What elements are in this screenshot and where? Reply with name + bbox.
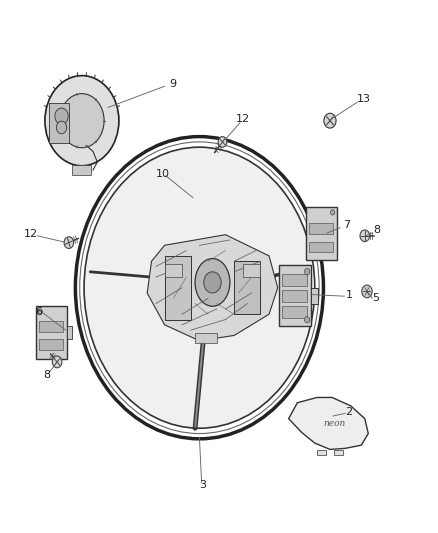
- Text: 10: 10: [155, 169, 170, 179]
- Circle shape: [360, 230, 370, 241]
- Bar: [317, 450, 325, 455]
- Circle shape: [57, 121, 67, 134]
- Circle shape: [64, 237, 74, 248]
- Bar: [309, 223, 333, 233]
- Text: 12: 12: [236, 114, 250, 124]
- Text: neon: neon: [323, 419, 346, 429]
- Text: 7: 7: [343, 220, 350, 230]
- Bar: [243, 264, 260, 277]
- Circle shape: [45, 76, 119, 166]
- Text: 9: 9: [170, 78, 177, 88]
- Bar: [283, 290, 307, 302]
- Bar: [39, 321, 63, 332]
- Text: 8: 8: [373, 225, 380, 236]
- FancyBboxPatch shape: [234, 261, 260, 314]
- Text: 3: 3: [199, 480, 206, 490]
- Text: 8: 8: [43, 370, 51, 380]
- Ellipse shape: [195, 259, 230, 306]
- Bar: [306, 207, 337, 260]
- Circle shape: [330, 210, 335, 215]
- Ellipse shape: [204, 272, 221, 293]
- Bar: [279, 265, 311, 326]
- Bar: [165, 264, 182, 277]
- Bar: [67, 326, 72, 339]
- Circle shape: [304, 317, 310, 323]
- Bar: [283, 306, 307, 318]
- Bar: [334, 450, 343, 455]
- Text: 1: 1: [346, 289, 353, 300]
- Bar: [311, 288, 318, 304]
- Bar: [72, 165, 92, 175]
- Circle shape: [52, 356, 62, 368]
- Circle shape: [60, 94, 104, 148]
- Circle shape: [218, 136, 227, 147]
- Text: 6: 6: [35, 306, 42, 317]
- Bar: [49, 103, 69, 143]
- Circle shape: [324, 114, 336, 128]
- Bar: [36, 306, 67, 359]
- Text: 2: 2: [345, 407, 352, 417]
- Polygon shape: [147, 235, 278, 341]
- Circle shape: [38, 309, 42, 314]
- Text: 12: 12: [24, 229, 38, 239]
- Bar: [283, 274, 307, 286]
- Circle shape: [362, 285, 372, 298]
- FancyBboxPatch shape: [165, 256, 191, 319]
- Text: 5: 5: [372, 293, 379, 303]
- Bar: [309, 241, 333, 252]
- Bar: [39, 339, 63, 350]
- Polygon shape: [289, 398, 368, 449]
- Bar: [195, 333, 217, 343]
- Circle shape: [304, 268, 310, 274]
- Circle shape: [55, 108, 68, 124]
- Circle shape: [84, 147, 315, 428]
- Text: 13: 13: [357, 94, 371, 104]
